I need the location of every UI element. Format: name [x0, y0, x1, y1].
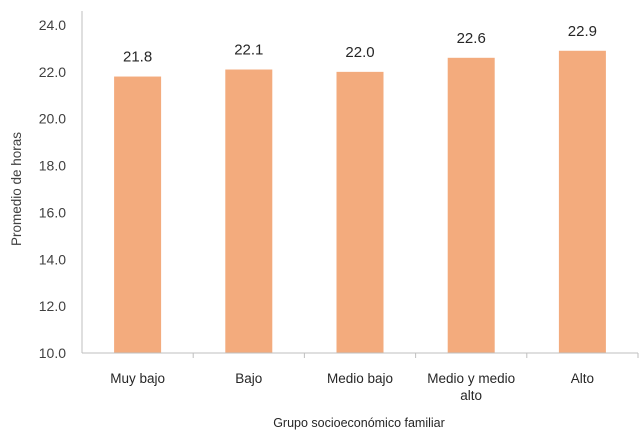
x-axis-ticks [192, 353, 639, 358]
axes [81, 11, 638, 354]
y-tick-label: 22.0 [39, 64, 66, 80]
x-category-label: Bajo [235, 371, 262, 386]
data-label: 22.0 [345, 44, 374, 61]
x-category-label: Alto [571, 371, 594, 386]
y-tick-label: 18.0 [39, 158, 66, 174]
x-category-label: Medio y medio [427, 371, 515, 386]
x-axis-category-labels: Muy bajo Bajo Medio bajo Medio y medio alto A… [110, 371, 594, 403]
x-axis-title: Grupo socioeconómico familiar [273, 416, 445, 430]
x-category-label: Medio bajo [327, 371, 393, 386]
bars [114, 50, 606, 354]
bar [114, 76, 162, 354]
x-category-label: alto [460, 388, 482, 403]
bar [336, 71, 384, 353]
data-label: 22.9 [568, 23, 597, 40]
bar [225, 69, 273, 353]
data-label: 21.8 [123, 49, 152, 66]
y-tick-label: 14.0 [39, 251, 66, 267]
data-label: 22.6 [457, 30, 486, 47]
y-tick-label: 12.0 [39, 298, 66, 314]
x-category-label: Muy bajo [110, 371, 165, 386]
y-tick-label: 24.0 [39, 17, 66, 33]
y-tick-label: 20.0 [39, 111, 66, 127]
data-label: 22.1 [234, 42, 263, 59]
data-labels: 21.8 22.1 22.0 22.6 22.9 [123, 23, 597, 66]
bar [558, 50, 606, 354]
y-tick-label: 16.0 [39, 204, 66, 220]
bar [447, 57, 495, 354]
y-axis-title: Promedio de horas [9, 132, 24, 246]
y-tick-label: 10.0 [39, 345, 66, 361]
y-axis-tick-labels: 10.0 12.0 14.0 16.0 18.0 20.0 22.0 24.0 [39, 17, 66, 361]
